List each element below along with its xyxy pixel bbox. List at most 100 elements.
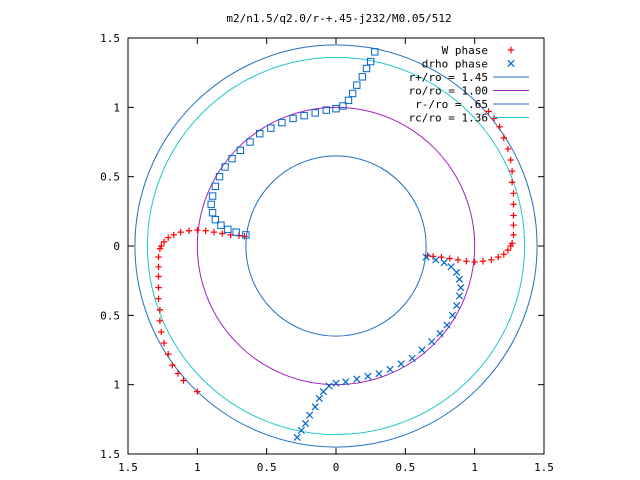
- series-2-point-25: [353, 81, 361, 89]
- series-0-point-14: [155, 253, 162, 261]
- x-tick-label-2: 0.5: [257, 461, 277, 474]
- series-0-point-48: [508, 167, 516, 175]
- series-2-point-14: [256, 129, 264, 138]
- series-0-point-17: [155, 284, 162, 291]
- circle-1: [196, 106, 476, 386]
- legend-label-5: rc/ro = 1.36: [409, 112, 488, 125]
- series-0-point-20: [156, 317, 164, 325]
- series-0-point-26: [180, 377, 187, 384]
- series-0-point-19: [156, 306, 164, 313]
- circle-2: [245, 155, 427, 337]
- series-2-point-8: [211, 182, 220, 191]
- series-0-point-31: [500, 251, 507, 258]
- series-1-point-9: [448, 311, 457, 319]
- series-0-point-21: [158, 328, 165, 336]
- series-1-point-15: [397, 360, 405, 368]
- series-1-point-26: [306, 411, 314, 419]
- series-0-point-7: [194, 226, 201, 234]
- series-0-point-51: [500, 134, 507, 142]
- series-0-point-43: [510, 222, 517, 229]
- series-1-point-18: [364, 372, 372, 380]
- series-0-point-54: [485, 108, 492, 115]
- x-tick-label-4: 0.5: [395, 461, 415, 474]
- series-1-point-2: [440, 259, 448, 267]
- series-2-point-26: [358, 73, 367, 81]
- series-1-point-10: [443, 321, 451, 329]
- series-0-point-36: [463, 258, 470, 265]
- legend-label-2: r+/ro = 1.45: [409, 71, 488, 84]
- x-tick-label-6: 1.5: [534, 461, 554, 474]
- y-tick-label-5: 1: [113, 101, 120, 114]
- series-2-point-24: [348, 89, 357, 98]
- series-0-point-3: [165, 234, 172, 241]
- series-1: [293, 253, 465, 441]
- circle-3: [146, 56, 526, 436]
- series-2-point-11: [228, 154, 236, 163]
- series-1-point-20: [342, 378, 350, 386]
- series-0-point-34: [479, 258, 487, 265]
- series-0-point-5: [177, 228, 184, 236]
- series-1-point-6: [457, 283, 465, 292]
- series-0-point-10: [219, 230, 226, 237]
- series-1-point-22: [325, 382, 333, 390]
- series-0-point-9: [210, 228, 218, 236]
- series-2-point-6: [207, 200, 215, 209]
- series-0-point-32: [495, 253, 502, 261]
- series-2-point-1: [232, 228, 240, 236]
- series-2-point-3: [217, 221, 225, 229]
- series-0-point-45: [510, 201, 517, 208]
- x-tick-label-1: 1: [194, 461, 201, 474]
- circles-layer: [134, 44, 538, 448]
- series-2-point-0: [242, 231, 250, 239]
- series-2-point-13: [246, 138, 254, 146]
- series-2-point-5: [208, 209, 217, 217]
- series-1-point-1: [432, 256, 440, 264]
- series-1-point-5: [455, 275, 464, 283]
- series-2-point-12: [236, 146, 245, 155]
- series-0-point-37: [454, 256, 462, 264]
- series-1-point-14: [408, 354, 416, 362]
- series-0-point-47: [508, 179, 516, 186]
- series-0-point-35: [471, 258, 478, 266]
- series-2: [207, 48, 379, 239]
- series-0-point-30: [504, 246, 512, 254]
- series-0-point-23: [165, 350, 172, 358]
- y-tick-label-6: 1.5: [100, 32, 120, 45]
- series-1-point-16: [386, 365, 394, 374]
- series-1-point-3: [447, 263, 455, 271]
- series-0-point-33: [488, 256, 495, 264]
- legend-key-0: [507, 46, 515, 54]
- legend-key-1: [507, 59, 515, 68]
- y-tick-label-4: 0.5: [100, 171, 120, 184]
- series-1-point-4: [453, 268, 461, 276]
- y-tick-label-0: 1.5: [100, 448, 120, 461]
- series-2-point-15: [267, 124, 275, 132]
- series-1-point-29: [293, 433, 301, 441]
- series-0-point-1: [158, 242, 165, 250]
- circle-0: [134, 44, 538, 448]
- x-tick-label-3: 0: [333, 461, 340, 474]
- ticks-layer: 1.5 1 0.5 0 0.5 1 1.51.510.500.511.5: [100, 32, 554, 474]
- series-0-point-4: [170, 231, 177, 239]
- series-0-point-0: [156, 245, 164, 252]
- series-0-point-25: [174, 370, 182, 377]
- series-2-point-29: [371, 48, 379, 56]
- series-0-point-18: [155, 295, 162, 302]
- series-1-point-21: [332, 379, 340, 387]
- series-2-point-2: [224, 225, 232, 234]
- legend-label-4: r-/ro = .65: [415, 98, 488, 111]
- series-1-point-19: [353, 375, 361, 383]
- series-0-point-29: [507, 242, 514, 250]
- x-tick-label-5: 1: [471, 461, 478, 474]
- series-2-point-21: [332, 105, 340, 113]
- series-0-point-50: [504, 145, 512, 153]
- series-1-point-0: [422, 253, 430, 261]
- series-2-point-28: [366, 57, 375, 66]
- series-2-point-4: [211, 215, 220, 224]
- series-0-point-6: [185, 227, 193, 234]
- y-tick-label-2: 0.5: [100, 309, 120, 322]
- series-2-point-16: [278, 118, 286, 127]
- legend-label-3: ro/ro = 1.00: [409, 85, 488, 98]
- series-2-point-9: [215, 172, 224, 181]
